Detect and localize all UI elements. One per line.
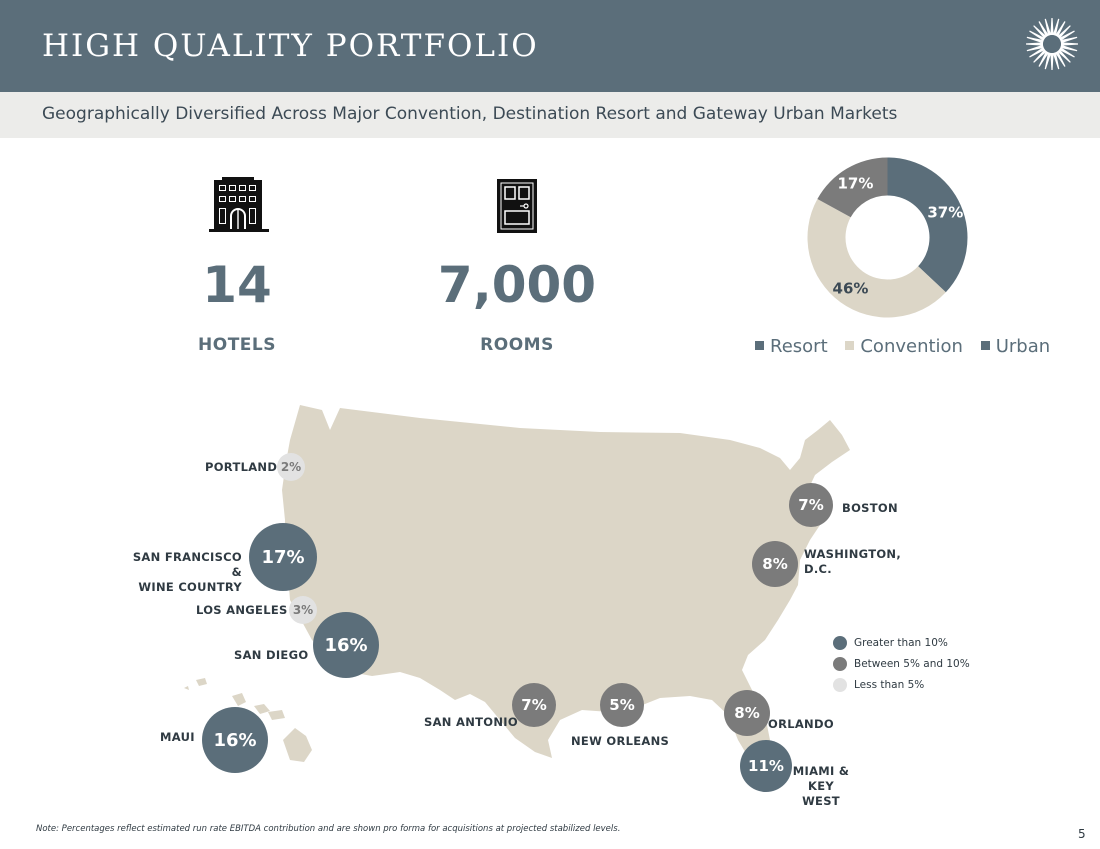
chart-legend: Resort Convention Urban xyxy=(755,336,1062,357)
subtitle: Geographically Diversified Across Major … xyxy=(42,104,898,124)
legend-label: Resort xyxy=(770,336,828,357)
sun-ray xyxy=(1044,52,1052,70)
market-label-boston: BOSTON xyxy=(842,501,898,515)
market-label-line: KEY WEST xyxy=(802,779,840,808)
market-bubble-boston: 7% xyxy=(789,483,833,527)
market-bubble-san-francisco: 17% xyxy=(249,523,317,591)
market-label-line: SAN FRANCISCO & xyxy=(132,550,242,579)
hotel-building-icon xyxy=(209,177,269,232)
sun-ray xyxy=(1050,53,1054,70)
donut-slice-resort xyxy=(887,157,968,293)
donut-slice-convention xyxy=(807,198,946,318)
sun-ray xyxy=(1033,49,1047,63)
market-label-san-diego: SAN DIEGO xyxy=(234,648,309,662)
subtitle-bar: Geographically Diversified Across Major … xyxy=(0,92,1100,138)
sun-ray xyxy=(1033,25,1047,39)
hawaii-island-shape xyxy=(184,678,285,720)
sun-ray xyxy=(1061,42,1078,46)
market-bubble-miami: 11% xyxy=(740,740,792,792)
maui-island-shape xyxy=(283,728,312,762)
map-legend-label: Between 5% and 10% xyxy=(854,657,970,670)
rooms-count: 7,000 xyxy=(437,256,597,314)
sun-ray xyxy=(1050,18,1054,35)
door-icon xyxy=(497,179,537,233)
market-label-line: WASHINGTON, xyxy=(804,547,902,561)
market-label-san-antonio: SAN ANTONIO xyxy=(424,715,518,729)
map-legend-label: Greater than 10% xyxy=(854,636,948,649)
legend-item-convention: Convention xyxy=(845,336,963,357)
us-map xyxy=(184,405,850,762)
donut-label-resort: 37% xyxy=(927,203,963,221)
market-label-washington-dc: WASHINGTON, D.C. xyxy=(804,547,901,577)
legend-label: Convention xyxy=(860,336,963,357)
legend-label: Urban xyxy=(995,336,1051,357)
market-bubble-san-antonio: 7% xyxy=(512,683,556,727)
market-bubble-new-orleans: 5% xyxy=(600,683,644,727)
market-label-orlando: ORLANDO xyxy=(768,717,834,731)
sun-ray xyxy=(1058,47,1075,58)
sun-ray xyxy=(1055,50,1066,67)
market-bubble-maui: 16% xyxy=(202,707,268,773)
hotels-label: HOTELS xyxy=(198,335,276,355)
legend-dot xyxy=(833,656,847,671)
rooms-label: ROOMS xyxy=(480,335,554,355)
sun-ray xyxy=(1026,44,1044,52)
legend-swatch xyxy=(845,341,855,350)
sun-ray xyxy=(1058,30,1075,41)
legend-item-resort: Resort xyxy=(755,336,828,357)
donut-label-urban: 17% xyxy=(837,174,873,192)
legend-swatch xyxy=(980,341,990,350)
sun-ray xyxy=(1026,42,1043,46)
footnote: Note: Percentages reflect estimated run … xyxy=(36,824,621,834)
hotels-count: 14 xyxy=(202,256,272,314)
sun-ray xyxy=(1055,21,1066,38)
map-legend: Greater than 10% Between 5% and 10% Less… xyxy=(833,632,970,695)
market-label-los-angeles: LOS ANGELES xyxy=(196,603,288,617)
sun-ray xyxy=(1029,30,1046,41)
market-label-miami: MIAMI & KEY WEST xyxy=(790,764,852,809)
map-legend-item: Greater than 10% xyxy=(833,632,970,653)
donut-label-convention: 46% xyxy=(833,279,869,297)
header-bar: HIGH QUALITY PORTFOLIO xyxy=(0,0,1100,92)
page-title: HIGH QUALITY PORTFOLIO xyxy=(42,28,539,64)
sunburst-logo-icon xyxy=(1026,18,1078,70)
sun-ray xyxy=(1057,49,1071,63)
sun-ray xyxy=(1044,18,1052,36)
segment-donut-chart: 37% 46% 17% xyxy=(807,157,968,318)
sun-ray xyxy=(1052,18,1060,36)
continental-us-shape xyxy=(282,405,850,760)
legend-item-urban: Urban xyxy=(980,336,1051,357)
sun-ray xyxy=(1057,25,1071,39)
sun-ray xyxy=(1052,52,1060,70)
map-legend-item: Less than 5% xyxy=(833,674,970,695)
sun-ray xyxy=(1026,36,1044,44)
market-bubble-los-angeles: 3% xyxy=(289,596,317,624)
sun-ray xyxy=(1029,47,1046,58)
market-label-line: MIAMI & xyxy=(792,764,850,778)
map-legend-label: Less than 5% xyxy=(854,678,925,691)
market-label-maui: MAUI xyxy=(160,730,195,744)
sun-ray xyxy=(1060,36,1078,44)
legend-dot xyxy=(833,635,847,650)
sun-ray xyxy=(1060,44,1078,52)
legend-swatch xyxy=(755,341,764,350)
market-bubble-orlando: 8% xyxy=(724,690,770,736)
sun-ray xyxy=(1038,21,1049,38)
page-number: 5 xyxy=(1078,827,1086,841)
market-label-line: D.C. xyxy=(804,562,832,576)
market-label-line: WINE COUNTRY xyxy=(138,580,242,594)
map-legend-item: Between 5% and 10% xyxy=(833,653,970,674)
market-bubble-san-diego: 16% xyxy=(313,612,379,678)
market-bubble-washington-dc: 8% xyxy=(752,541,798,587)
market-label-portland: PORTLAND xyxy=(205,460,278,474)
market-label-new-orleans: NEW ORLEANS xyxy=(571,734,670,748)
donut-slice-urban xyxy=(817,157,888,218)
legend-dot xyxy=(833,677,847,692)
sun-ray xyxy=(1038,50,1049,67)
market-label-san-francisco: SAN FRANCISCO & WINE COUNTRY xyxy=(128,550,242,595)
market-bubble-portland: 2% xyxy=(277,453,305,481)
